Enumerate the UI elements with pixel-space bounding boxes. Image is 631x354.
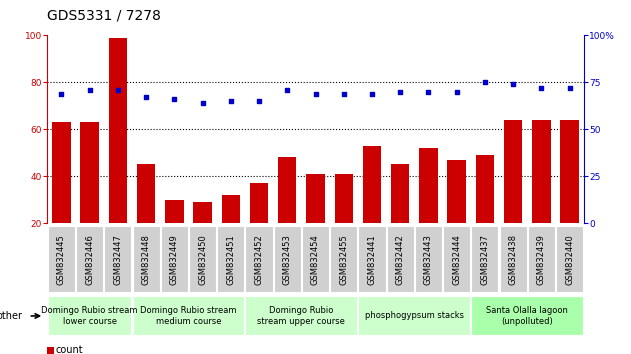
Point	[452, 89, 462, 95]
Bar	[302, 226, 329, 292]
Text: GSM832443: GSM832443	[424, 234, 433, 285]
Text: GSM832445: GSM832445	[57, 234, 66, 285]
Bar	[278, 157, 297, 270]
Bar	[52, 122, 71, 270]
Bar	[363, 145, 381, 270]
Text: GSM832451: GSM832451	[227, 234, 235, 285]
Bar	[133, 226, 160, 292]
Bar	[476, 155, 494, 270]
Text: Santa Olalla lagoon
(unpolluted): Santa Olalla lagoon (unpolluted)	[487, 306, 568, 326]
Point	[85, 87, 95, 93]
Bar	[556, 226, 583, 292]
Point	[198, 100, 208, 106]
Text: GSM832450: GSM832450	[198, 234, 207, 285]
Bar	[358, 296, 470, 336]
Text: GSM832446: GSM832446	[85, 234, 94, 285]
Bar	[81, 122, 99, 270]
Text: GSM832440: GSM832440	[565, 234, 574, 285]
Bar	[443, 226, 470, 292]
Bar	[48, 226, 75, 292]
Point	[395, 89, 405, 95]
Point	[141, 95, 151, 100]
Bar	[76, 226, 103, 292]
Bar	[250, 183, 268, 270]
Bar	[330, 226, 357, 292]
Text: GSM832442: GSM832442	[396, 234, 404, 285]
Text: GDS5331 / 7278: GDS5331 / 7278	[47, 9, 161, 23]
Point	[310, 91, 321, 96]
Bar	[560, 120, 579, 270]
Bar	[47, 347, 54, 354]
Bar	[104, 226, 131, 292]
Bar	[137, 164, 155, 270]
Bar	[532, 120, 550, 270]
Point	[282, 87, 292, 93]
Bar	[161, 226, 188, 292]
Point	[339, 91, 349, 96]
Point	[480, 79, 490, 85]
Point	[113, 87, 123, 93]
Bar	[528, 226, 555, 292]
Bar	[189, 226, 216, 292]
Bar	[133, 296, 244, 336]
Bar	[415, 226, 442, 292]
Text: GSM832452: GSM832452	[254, 234, 264, 285]
Text: GSM832449: GSM832449	[170, 234, 179, 285]
Bar	[500, 226, 527, 292]
Text: phosphogypsum stacks: phosphogypsum stacks	[365, 312, 464, 320]
Text: count: count	[56, 346, 83, 354]
Text: GSM832453: GSM832453	[283, 234, 292, 285]
Bar	[274, 226, 301, 292]
Bar	[334, 174, 353, 270]
Bar	[245, 296, 357, 336]
Bar	[165, 200, 184, 270]
Point	[254, 98, 264, 104]
Bar	[419, 148, 437, 270]
Point	[56, 91, 66, 96]
Bar	[471, 226, 498, 292]
Point	[508, 81, 518, 87]
Bar	[48, 296, 131, 336]
Text: Domingo Rubio stream
medium course: Domingo Rubio stream medium course	[140, 306, 237, 326]
Point	[423, 89, 433, 95]
Text: GSM832455: GSM832455	[339, 234, 348, 285]
Text: other: other	[0, 311, 22, 321]
Text: GSM832438: GSM832438	[509, 234, 517, 285]
Bar	[109, 38, 127, 270]
Text: GSM832439: GSM832439	[537, 234, 546, 285]
Text: GSM832448: GSM832448	[141, 234, 151, 285]
Bar	[194, 202, 212, 270]
Text: GSM832437: GSM832437	[480, 234, 490, 285]
Point	[226, 98, 236, 104]
Point	[367, 91, 377, 96]
Bar	[358, 226, 386, 292]
Bar	[387, 226, 414, 292]
Point	[169, 96, 179, 102]
Text: GSM832447: GSM832447	[114, 234, 122, 285]
Bar	[504, 120, 522, 270]
Text: GSM832441: GSM832441	[367, 234, 377, 285]
Text: GSM832444: GSM832444	[452, 234, 461, 285]
Point	[536, 85, 546, 91]
Bar	[391, 164, 410, 270]
Text: Domingo Rubio
stream upper course: Domingo Rubio stream upper course	[257, 306, 345, 326]
Bar	[245, 226, 273, 292]
Point	[565, 85, 575, 91]
Bar	[471, 296, 583, 336]
Bar	[217, 226, 244, 292]
Bar	[306, 174, 325, 270]
Text: Domingo Rubio stream
lower course: Domingo Rubio stream lower course	[42, 306, 138, 326]
Bar	[221, 195, 240, 270]
Text: GSM832454: GSM832454	[311, 234, 320, 285]
Bar	[447, 160, 466, 270]
